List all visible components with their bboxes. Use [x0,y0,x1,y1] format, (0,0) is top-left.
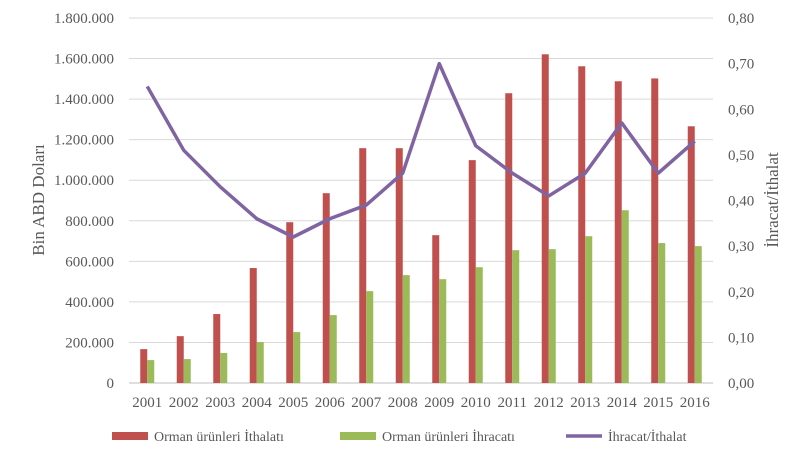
x-tick-label: 2013 [570,395,600,411]
bar-imports [213,314,221,383]
bar-imports [505,93,513,383]
bar-imports [578,66,586,383]
bar-exports [329,315,337,383]
legend-label-imports: Orman ürünleri İthalatı [154,429,284,445]
y2-tick-label: 0,80 [728,11,754,27]
y-tick-label: 800.000 [65,214,114,230]
bar-imports [359,148,367,383]
bar-exports [256,342,264,383]
legend: Orman ürünleri İthalatı Orman ürünleri İ… [112,429,687,445]
x-tick-label: 2010 [461,395,491,411]
bar-exports [548,249,556,383]
bar-imports [651,78,659,383]
right-axis-ticks: 0,00 0,10 0,20 0,30 0,40 0,50 0,60 0,70 0,80 [728,11,754,392]
legend-label-exports: Orman ürünleri İhracatı [382,429,515,445]
bar-exports [585,236,593,383]
x-tick-label: 2002 [169,395,199,411]
bar-exports [621,210,629,383]
bar-imports [322,193,330,383]
y-tick-label: 400.000 [65,295,114,311]
bar-exports [293,332,301,383]
ratio-line [145,61,696,239]
y-tick-label: 1.400.000 [54,92,114,108]
x-tick-label: 2005 [278,395,308,411]
bar-imports [140,349,148,383]
x-tick-label: 2004 [242,395,273,411]
y-tick-label: 600.000 [65,254,114,270]
x-tick-label: 2011 [498,395,527,411]
bar-exports [694,246,702,383]
y2-tick-label: 0,10 [728,330,754,346]
left-axis-ticks: 0 200.000 400.000 600.000 800.000 1.000.000 1.… [54,11,114,392]
bar-exports [220,352,228,383]
y-tick-label: 200.000 [65,335,114,351]
y2-tick-label: 0,60 [728,102,754,118]
x-tick-label: 2014 [607,395,638,411]
x-tick-label: 2012 [534,395,564,411]
legend-label-ratio: İhracat/İthalat [608,429,687,445]
bar-imports [432,235,440,383]
y-tick-label: 1.600.000 [54,52,114,68]
y2-tick-label: 0,30 [728,239,754,255]
y-tick-label: 0 [107,376,115,392]
y2-tick-label: 0,00 [728,376,754,392]
bar-imports [541,54,549,384]
bar-exports [366,291,374,383]
y2-tick-label: 0,20 [728,285,754,301]
x-tick-label: 2008 [388,395,418,411]
gridlines [129,17,713,384]
bar-exports [402,275,410,383]
bars [140,54,702,384]
ratio-line-path [145,61,696,239]
x-tick-label: 2016 [680,395,711,411]
bar-exports [183,359,191,383]
y2-tick-label: 0,70 [728,57,754,73]
bar-exports [658,243,666,383]
bar-imports [468,160,476,383]
x-tick-label: 2007 [351,395,382,411]
bar-imports [176,336,184,383]
x-tick-label: 2015 [643,395,673,411]
legend-swatch-imports [112,432,148,440]
bar-imports [614,81,622,384]
bar-imports [249,268,257,383]
y2-tick-label: 0,50 [728,148,754,164]
x-tick-label: 2001 [132,395,162,411]
x-axis-ticks: 2001 2002 2003 2004 2005 2006 2007 2008 2009 2010… [132,395,710,411]
bar-imports [395,148,403,383]
x-tick-label: 2006 [315,395,346,411]
x-tick-label: 2003 [205,395,235,411]
x-tick-label: 2009 [424,395,454,411]
bar-exports [439,279,447,383]
bar-exports [475,267,483,383]
y-tick-label: 1.200.000 [54,133,114,149]
bar-exports [512,250,520,383]
y-tick-label: 1.000.000 [54,173,114,189]
bar-imports [286,222,294,383]
y-tick-label: 1.800.000 [54,11,114,27]
bar-imports [687,126,695,384]
legend-swatch-exports [340,432,376,440]
y2-axis-label: İhracat/İthalat [763,152,782,248]
bar-exports [147,360,155,383]
y-axis-label: Bin ABD Doları [29,144,48,256]
y2-tick-label: 0,40 [728,194,754,210]
